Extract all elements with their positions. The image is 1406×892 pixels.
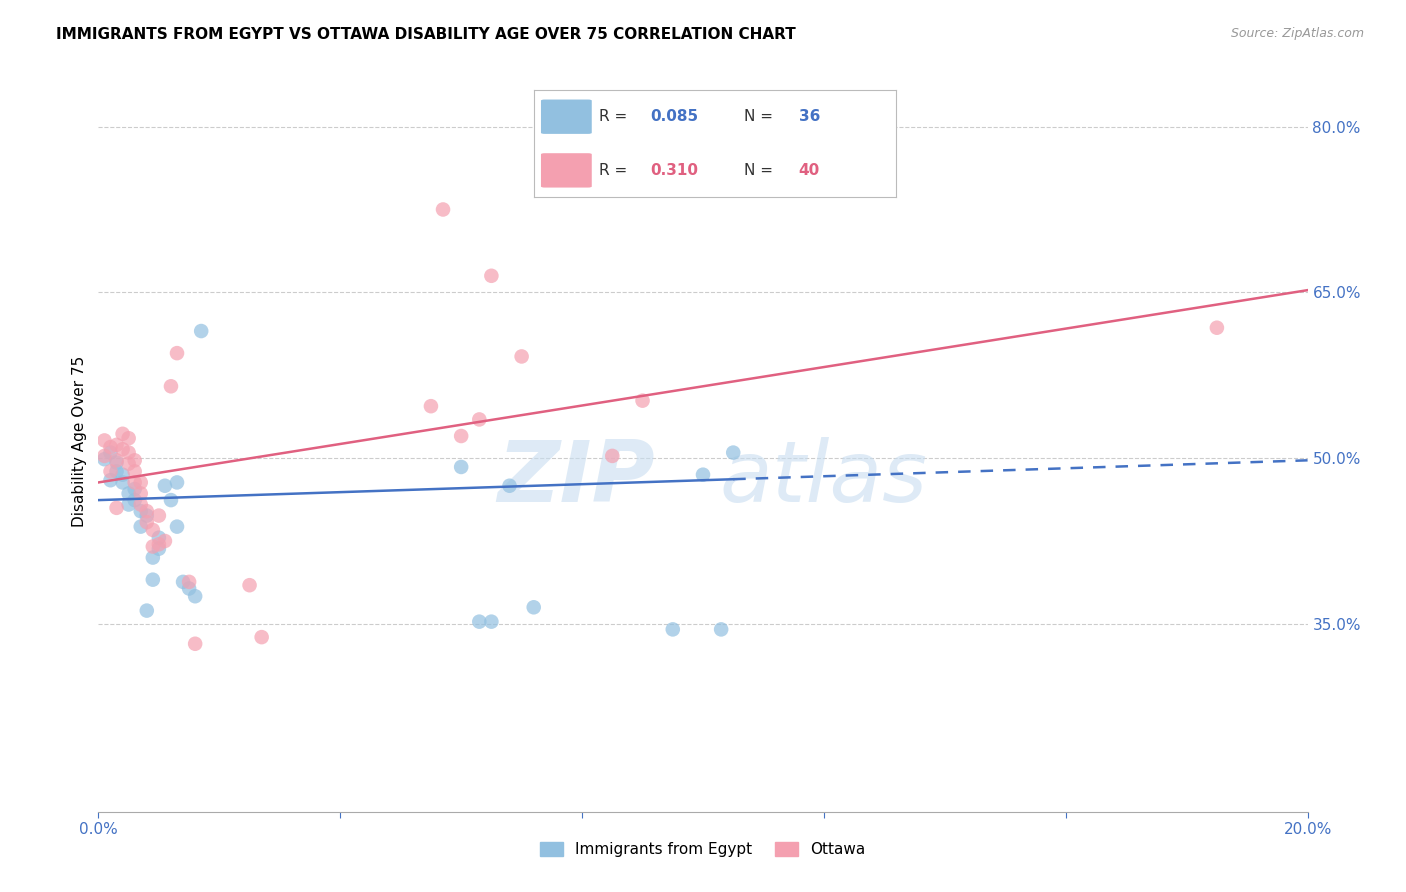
Point — [239, 578, 262, 592]
Point — [118, 431, 141, 445]
Point — [142, 523, 165, 537]
Y-axis label: Disability Age Over 75: Disability Age Over 75 — [72, 356, 87, 527]
Point — [100, 473, 122, 487]
Point — [100, 464, 122, 478]
Point — [661, 623, 683, 637]
Point — [432, 202, 454, 217]
Point — [111, 467, 134, 482]
Point — [1206, 320, 1229, 334]
Point — [190, 324, 212, 338]
Point — [498, 479, 520, 493]
Point — [142, 550, 165, 565]
Point — [93, 452, 115, 467]
Point — [172, 574, 194, 589]
Point — [523, 600, 546, 615]
Point — [250, 630, 273, 644]
Point — [148, 531, 170, 545]
Point — [160, 493, 183, 508]
Point — [135, 504, 157, 518]
Point — [105, 456, 128, 470]
Point — [166, 475, 188, 490]
Point — [602, 449, 624, 463]
Point — [450, 429, 472, 443]
Point — [177, 582, 201, 596]
Point — [118, 457, 141, 471]
Point — [105, 500, 128, 515]
Point — [160, 379, 183, 393]
Point — [111, 475, 134, 490]
Point — [105, 464, 128, 478]
Point — [111, 426, 134, 441]
Point — [184, 637, 207, 651]
Point — [184, 589, 207, 603]
Point — [166, 346, 188, 360]
Point — [105, 438, 128, 452]
Text: IMMIGRANTS FROM EGYPT VS OTTAWA DISABILITY AGE OVER 75 CORRELATION CHART: IMMIGRANTS FROM EGYPT VS OTTAWA DISABILI… — [56, 27, 796, 42]
Point — [124, 493, 146, 508]
Point — [468, 615, 491, 629]
Point — [111, 442, 134, 457]
Point — [177, 574, 201, 589]
Point — [124, 475, 146, 490]
Point — [118, 445, 141, 459]
Point — [419, 399, 441, 413]
Point — [118, 486, 141, 500]
Point — [721, 445, 744, 459]
Point — [135, 508, 157, 523]
Point — [105, 453, 128, 467]
Point — [450, 459, 472, 474]
Point — [481, 615, 503, 629]
Text: ZIP: ZIP — [496, 437, 655, 520]
Point — [124, 453, 146, 467]
Point — [468, 412, 491, 426]
Point — [148, 508, 170, 523]
Point — [148, 541, 170, 556]
Point — [166, 519, 188, 533]
Point — [100, 440, 122, 454]
Point — [153, 479, 176, 493]
Point — [631, 393, 654, 408]
Point — [93, 449, 115, 463]
Point — [710, 623, 733, 637]
Point — [135, 604, 157, 618]
Point — [692, 467, 714, 482]
Point — [129, 475, 152, 490]
Point — [148, 537, 170, 551]
Point — [481, 268, 503, 283]
Point — [124, 464, 146, 478]
Point — [118, 498, 141, 512]
Point — [93, 434, 115, 448]
Point — [129, 504, 152, 518]
Point — [142, 573, 165, 587]
Point — [129, 498, 152, 512]
Point — [142, 540, 165, 554]
Point — [129, 486, 152, 500]
Point — [135, 515, 157, 529]
Point — [124, 482, 146, 496]
Legend: Immigrants from Egypt, Ottawa: Immigrants from Egypt, Ottawa — [534, 836, 872, 863]
Point — [100, 445, 122, 459]
Text: Source: ZipAtlas.com: Source: ZipAtlas.com — [1230, 27, 1364, 40]
Text: atlas: atlas — [720, 437, 928, 520]
Point — [153, 533, 176, 548]
Point — [510, 350, 533, 364]
Point — [129, 519, 152, 533]
